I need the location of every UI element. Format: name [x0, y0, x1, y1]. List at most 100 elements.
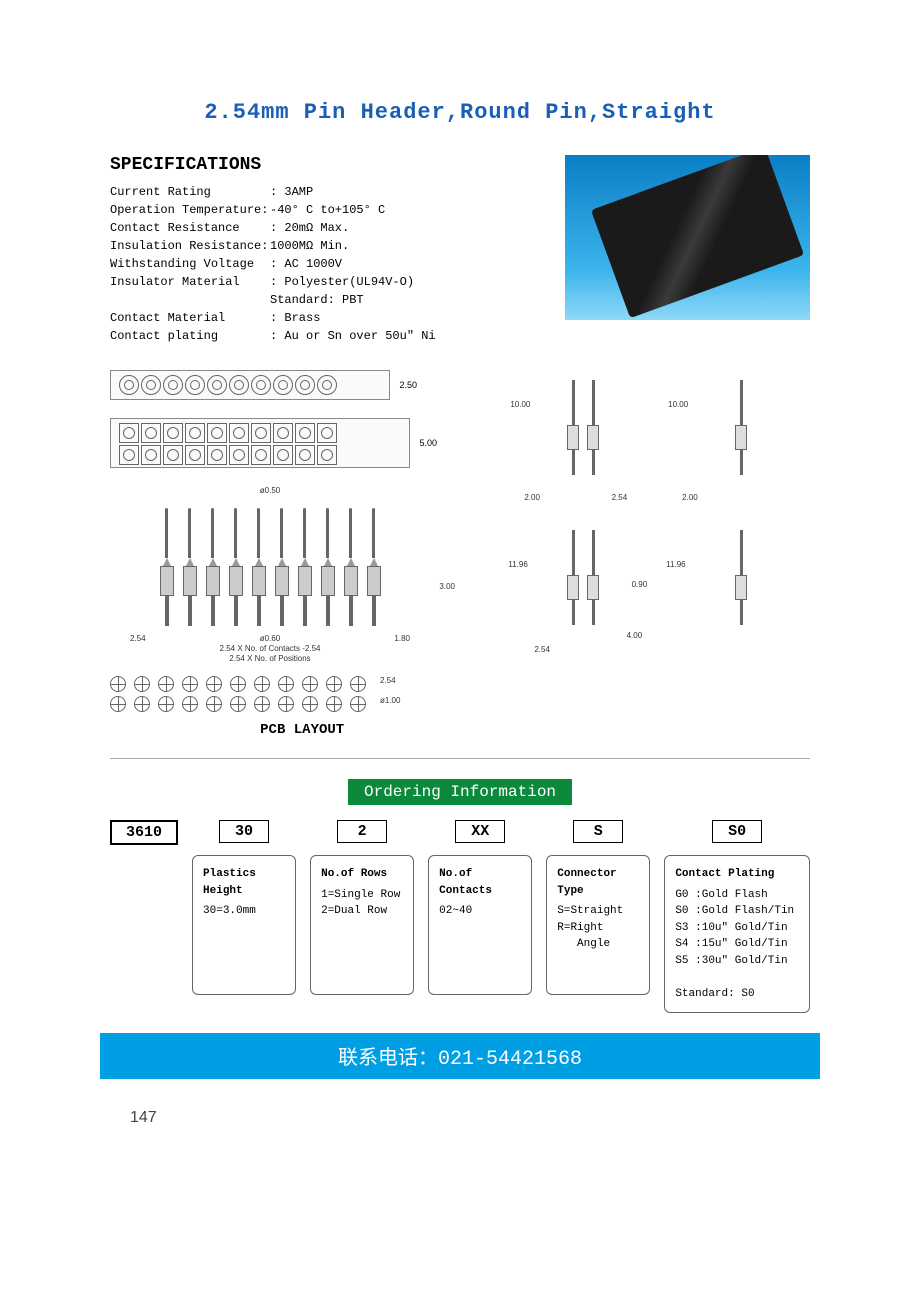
- order-col: 2No.of Rows1=Single Row2=Dual Row: [310, 820, 414, 995]
- order-code: 30: [219, 820, 269, 843]
- hole-icon: [207, 375, 227, 395]
- top-row: SPECIFICATIONS Current Rating: 3AMPOpera…: [110, 155, 810, 345]
- order-desc: Plastics Height30=3.0mm: [192, 855, 296, 995]
- hole-icon: [317, 445, 337, 465]
- dim-pin-dia-bot: ø0.60: [260, 634, 280, 643]
- dim-rb-off: 0.90: [632, 580, 648, 589]
- hole-icon: [141, 375, 161, 395]
- dim-dual-h: 5.00: [419, 438, 437, 448]
- pcb-hole-icon: [302, 676, 318, 692]
- hole-icon: [273, 375, 293, 395]
- pcb-hole-icon: [182, 696, 198, 712]
- page-title: 2.54mm Pin Header,Round Pin,Straight: [50, 100, 870, 125]
- pcb-hole-icon: [134, 676, 150, 692]
- order-desc: Contact PlatingG0 :Gold FlashS0 :Gold Fl…: [664, 855, 810, 1013]
- pcb-hole-icon: [278, 676, 294, 692]
- hole-icon: [251, 423, 271, 443]
- contact-bar: 联系电话：021-54421568: [100, 1033, 820, 1079]
- spec-line: Contact Material: Brass: [110, 309, 535, 327]
- pin-icon: [273, 508, 291, 626]
- spec-line: Insulator Material: Polyester(UL94V-O): [110, 273, 535, 291]
- hole-icon: [185, 445, 205, 465]
- hole-icon: [163, 445, 183, 465]
- pcb-hole-icon: [278, 696, 294, 712]
- diagrams-row: 2.50 5.00 ø0.50 3.00 2.54 ø0.60 1.80 2.5…: [110, 370, 810, 738]
- pcb-hole-icon: [206, 696, 222, 712]
- hole-icon: [317, 375, 337, 395]
- spec-line: Insulation Resistance:1000MΩ Min.: [110, 237, 535, 255]
- pin-icon: [250, 508, 268, 626]
- hole-icon: [273, 445, 293, 465]
- pcb-hole-icon: [206, 676, 222, 692]
- diagram-dual-row-top: 5.00: [110, 418, 410, 468]
- pin-icon: [296, 508, 314, 626]
- hole-icon: [251, 445, 271, 465]
- spec-line: Standard: PBT: [110, 291, 535, 309]
- order-desc: No.of Contacts02~40: [428, 855, 532, 995]
- pcb-hole-icon: [254, 676, 270, 692]
- pcb-hole-icon: [182, 676, 198, 692]
- dim-body-h: 3.00: [439, 582, 455, 591]
- hole-icon: [163, 423, 183, 443]
- dim-rt-h: 10.00: [510, 400, 530, 409]
- hole-icon: [141, 423, 161, 443]
- diagram-side-view: ø0.50 3.00 2.54 ø0.60 1.80 2.54 X No. of…: [110, 486, 430, 661]
- order-col: S0 Contact PlatingG0 :Gold FlashS0 :Gold …: [664, 820, 810, 1013]
- order-code: S0: [712, 820, 762, 843]
- pin-icon: [158, 508, 176, 626]
- hole-icon: [119, 445, 139, 465]
- pcb-hole-icon: [230, 696, 246, 712]
- hole-icon: [207, 445, 227, 465]
- dim-note2: 2.54 X No. of Positions: [229, 654, 310, 663]
- pcb-hole-icon: [326, 676, 342, 692]
- spec-line: Operation Temperature:-40° C to+105° C: [110, 201, 535, 219]
- order-code: 2: [337, 820, 387, 843]
- pcb-layout: 2.54 ø1.00 PCB LAYOUT: [110, 676, 494, 738]
- dim-pcb-pitch: 2.54: [380, 676, 396, 685]
- diagram-right-top-pair: 10.00 2.00 2.54 10.00 2.00: [514, 370, 810, 500]
- order-col: SConnector TypeS=StraightR=Right Angle: [546, 820, 650, 995]
- order-code: XX: [455, 820, 505, 843]
- hole-icon: [207, 423, 227, 443]
- dim-rb-pitch: 2.54: [534, 645, 550, 654]
- dim-gap: 1.80: [394, 634, 410, 643]
- dim-pitch: 2.54: [130, 634, 146, 643]
- dim-note1: 2.54 X No. of Contacts -2.54: [220, 644, 321, 653]
- dim-pcb-dia: ø1.00: [380, 696, 400, 705]
- spec-lines: Current Rating: 3AMPOperation Temperatur…: [110, 183, 535, 345]
- ordering-row: 3610 30 Plastics Height30=3.0mm2No.of Rows…: [110, 820, 810, 1013]
- hole-icon: [295, 445, 315, 465]
- hole-icon: [317, 423, 337, 443]
- page-number: 147: [130, 1109, 870, 1127]
- hole-icon: [295, 375, 315, 395]
- pcb-hole-icon: [350, 696, 366, 712]
- spec-line: Withstanding Voltage: AC 1000V: [110, 255, 535, 273]
- pin-icon: [365, 508, 383, 626]
- order-code: S: [573, 820, 623, 843]
- pcb-hole-icon: [230, 676, 246, 692]
- hole-icon: [163, 375, 183, 395]
- specs-heading: SPECIFICATIONS: [110, 155, 535, 175]
- dim-rt-h2: 10.00: [668, 400, 688, 409]
- hole-icon: [229, 445, 249, 465]
- dim-pin-dia-top: ø0.50: [260, 486, 280, 495]
- hole-icon: [229, 375, 249, 395]
- product-photo: [565, 155, 810, 320]
- dim-rb-h: 11.96: [508, 560, 527, 569]
- pcb-hole-icon: [134, 696, 150, 712]
- hole-icon: [185, 375, 205, 395]
- pin-icon: [319, 508, 337, 626]
- pcb-hole-icon: [254, 696, 270, 712]
- diagram-right-bot-pair: 11.96 0.90 4.00 2.54 11.96: [514, 520, 810, 650]
- diagram-single-row-top: 2.50: [110, 370, 390, 400]
- pin-icon: [181, 508, 199, 626]
- pcb-hole-icon: [110, 696, 126, 712]
- order-col: XX No.of Contacts02~40: [428, 820, 532, 995]
- spec-line: Current Rating: 3AMP: [110, 183, 535, 201]
- dim-rt-w: 2.00: [524, 493, 540, 502]
- order-code: 3610: [110, 820, 178, 845]
- hole-icon: [119, 423, 139, 443]
- hole-icon: [119, 375, 139, 395]
- hole-icon: [295, 423, 315, 443]
- divider: [110, 758, 810, 759]
